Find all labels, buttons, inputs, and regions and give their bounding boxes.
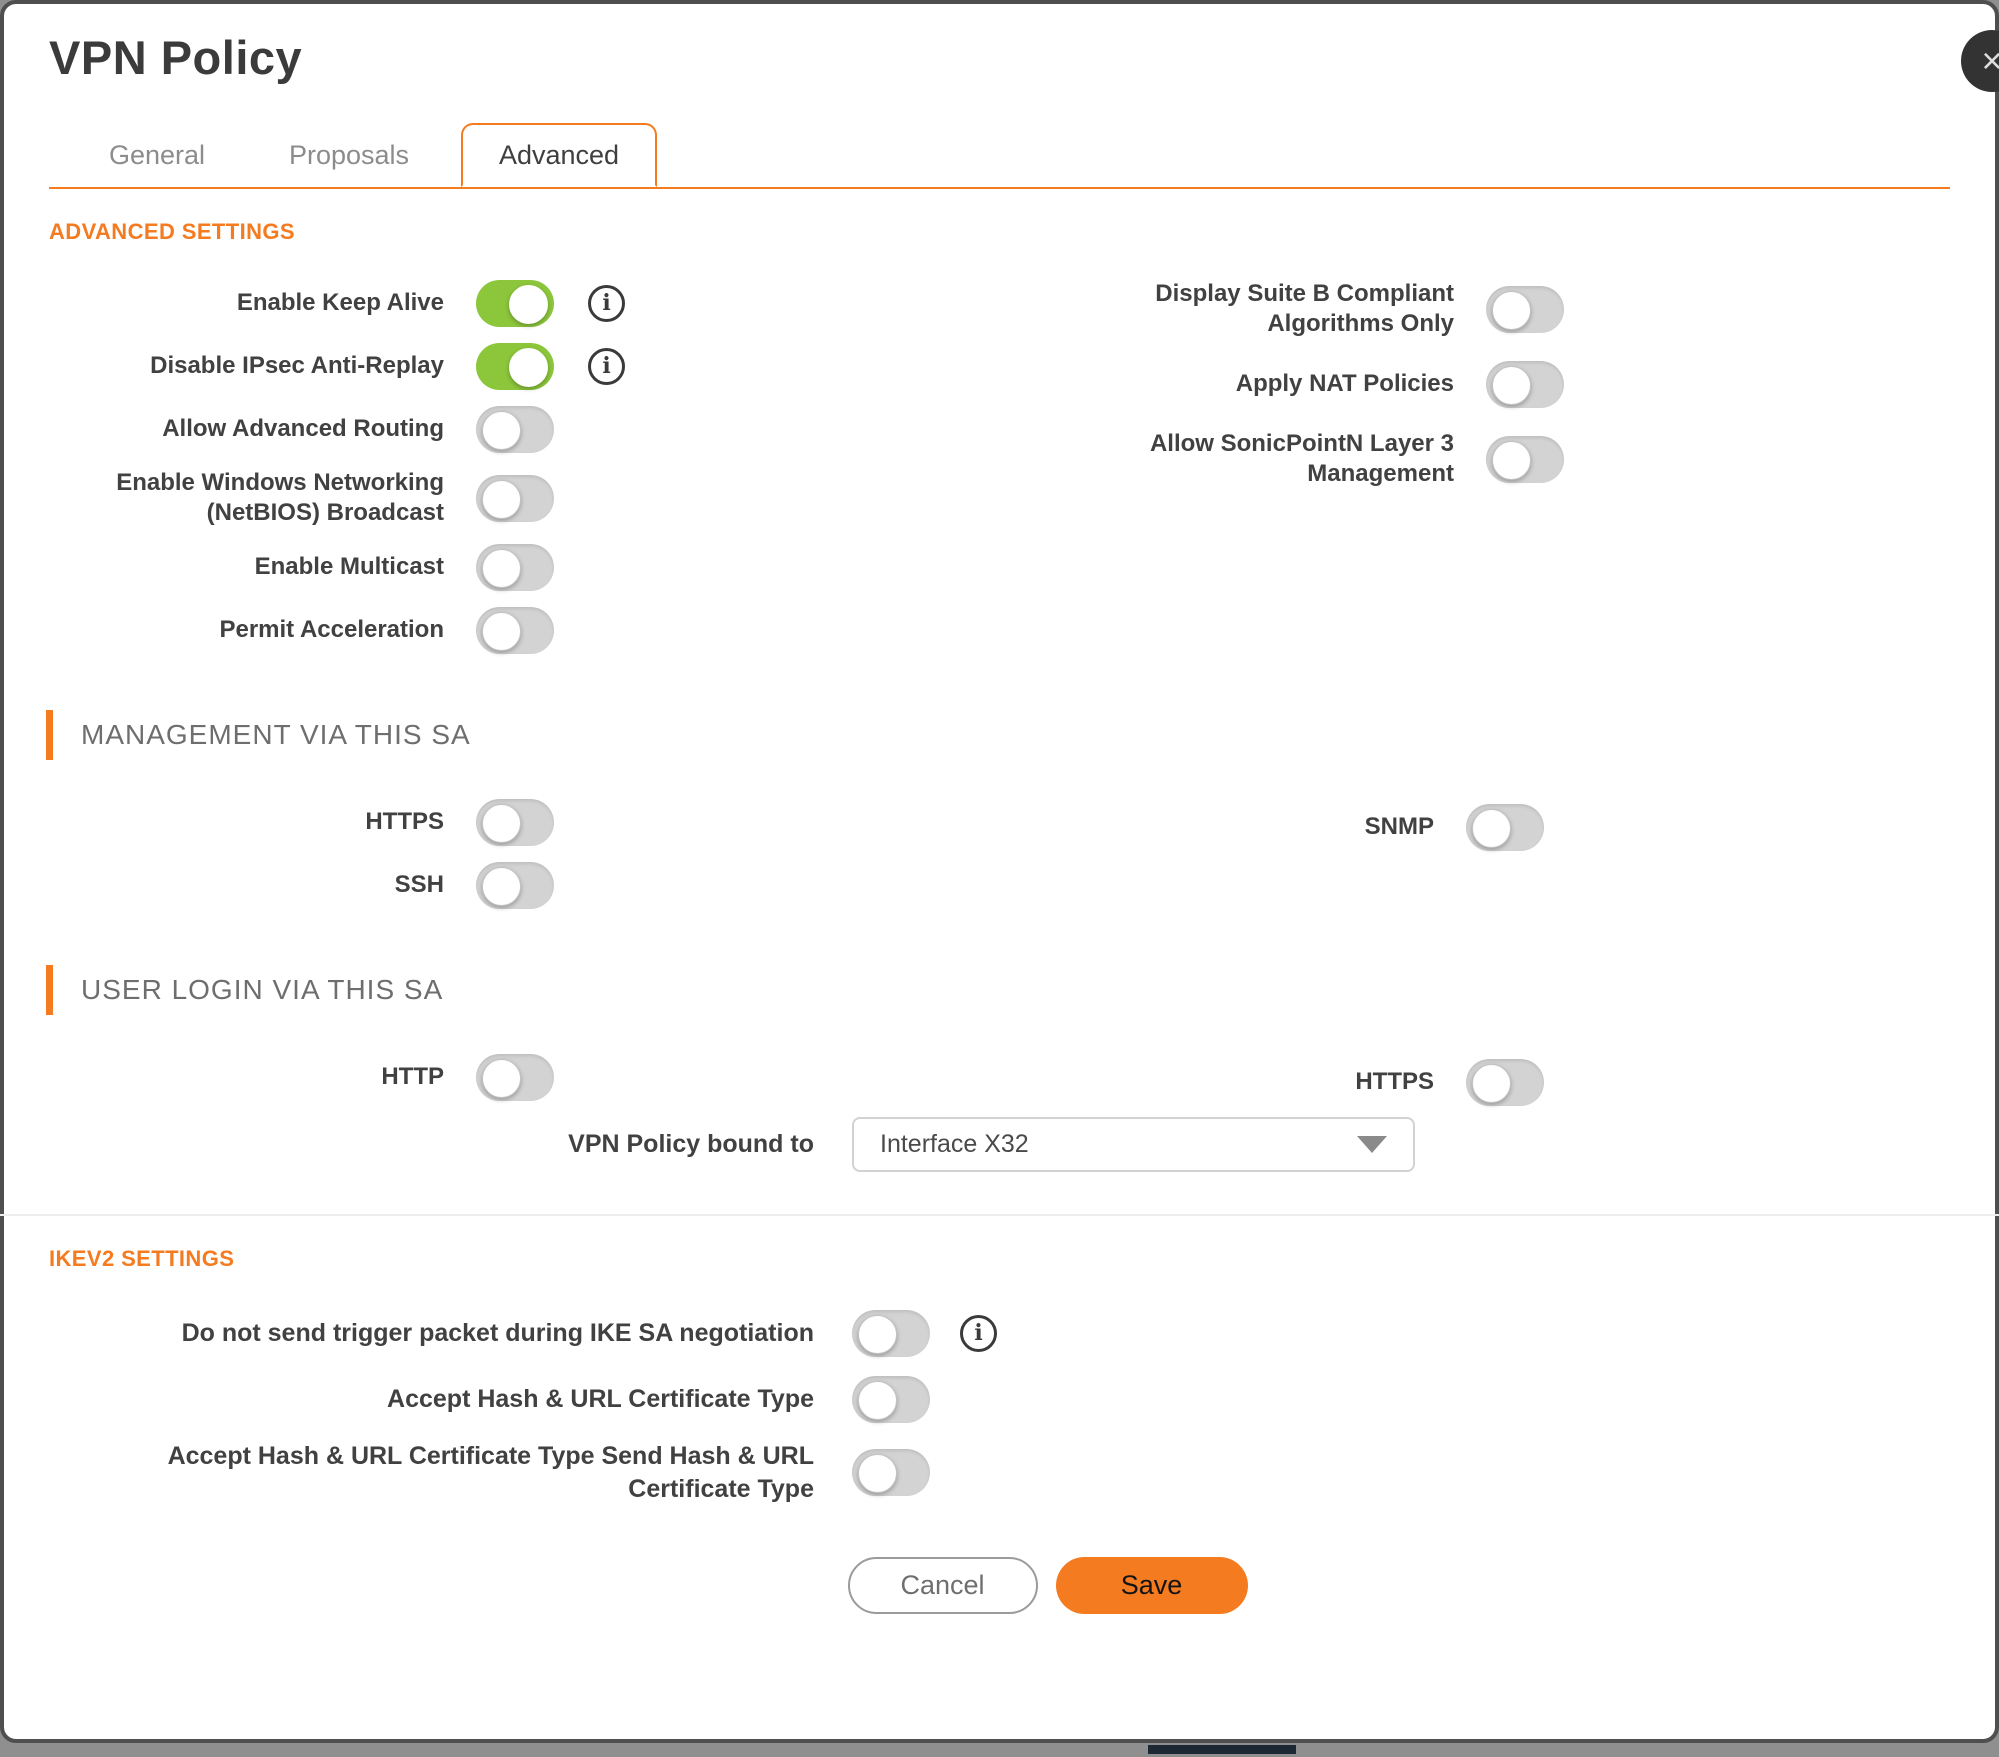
page-title: VPN Policy bbox=[49, 31, 303, 84]
toggle-accept-hash-url-cert-type[interactable] bbox=[852, 1375, 930, 1423]
dialog-footer: Cancel Save bbox=[97, 1557, 1998, 1614]
toggle-allow-sonicpointn-l3-mgmt[interactable] bbox=[1486, 435, 1564, 483]
toggle-enable-multicast[interactable] bbox=[476, 543, 554, 591]
toggle-management-snmp[interactable] bbox=[1466, 803, 1544, 851]
setting-label: Allow Advanced Routing bbox=[162, 415, 444, 442]
dialog-content: VPN Policy General Proposals Advanced AD… bbox=[0, 30, 1999, 1614]
tab-proposals[interactable]: Proposals bbox=[288, 139, 410, 170]
toggle-disable-ipsec-anti-replay[interactable] bbox=[476, 342, 554, 390]
info-icon[interactable]: i bbox=[588, 284, 625, 322]
setting-label: Permit Acceleration bbox=[219, 616, 444, 643]
toggle-enable-keep-alive[interactable] bbox=[476, 279, 554, 327]
user-login-left-column: HTTP bbox=[49, 1053, 1950, 1101]
toggle-user-login-https[interactable] bbox=[1466, 1058, 1544, 1106]
ikev2-settings-heading: IKEV2 SETTINGS bbox=[49, 1246, 235, 1271]
section-divider bbox=[0, 1214, 1999, 1216]
vpn-policy-bound-to-label: VPN Policy bound to bbox=[568, 1130, 814, 1158]
toggle-allow-advanced-routing[interactable] bbox=[476, 405, 554, 453]
management-left-column: HTTPS SSH bbox=[49, 798, 1950, 909]
section-title: USER LOGIN VIA THIS SA bbox=[81, 974, 444, 1005]
setting-row: Apply NAT Policies bbox=[1049, 355, 1609, 413]
background-page-strip bbox=[0, 1741, 1999, 1757]
setting-label: HTTP bbox=[381, 1063, 444, 1090]
info-icon[interactable]: i bbox=[588, 347, 625, 385]
management-right-column: SNMP bbox=[1049, 798, 1609, 872]
toggle-display-suite-b-only[interactable] bbox=[1486, 285, 1564, 333]
user-login-right-column: HTTPS bbox=[1049, 1053, 1609, 1127]
user-login-via-sa-section: HTTP HTTPS bbox=[49, 1053, 1950, 1106]
background-page-element bbox=[1148, 1745, 1296, 1754]
info-icon[interactable]: i bbox=[960, 1314, 997, 1352]
section-accent-bar bbox=[46, 710, 53, 760]
setting-label: HTTPS bbox=[1355, 1068, 1434, 1095]
setting-row: Permit Acceleration bbox=[49, 606, 1950, 654]
setting-row: Enable Multicast bbox=[49, 543, 1950, 591]
setting-row: HTTPS bbox=[49, 798, 1950, 846]
setting-row: Do not send trigger packet during IKE SA… bbox=[49, 1308, 1950, 1358]
advanced-settings-left-column: Enable Keep Alive i Disable IPsec Anti-R… bbox=[49, 279, 1950, 654]
tab-bar: General Proposals Advanced bbox=[49, 123, 1950, 189]
setting-row: Disable IPsec Anti-Replay i bbox=[49, 342, 1950, 390]
setting-row: Accept Hash & URL Certificate Type Send … bbox=[49, 1440, 1950, 1505]
setting-label: SNMP bbox=[1364, 813, 1434, 840]
toggle-management-https[interactable] bbox=[476, 798, 554, 846]
toggle-apply-nat-policies[interactable] bbox=[1486, 360, 1564, 408]
toggle-permit-acceleration[interactable] bbox=[476, 606, 554, 654]
advanced-settings-right-column: Display Suite B Compliant Algorithms Onl… bbox=[1049, 279, 1609, 505]
ikev2-settings-section: Do not send trigger packet during IKE SA… bbox=[49, 1308, 1950, 1505]
tab-general[interactable]: General bbox=[108, 139, 206, 170]
setting-row: Allow SonicPointN Layer 3 Management bbox=[1049, 429, 1609, 489]
setting-label: Display Suite B Compliant Algorithms Onl… bbox=[1155, 280, 1454, 337]
vpn-policy-bound-to-select[interactable]: Interface X32 bbox=[852, 1117, 1415, 1172]
management-via-sa-section: HTTPS SSH SNMP bbox=[49, 798, 1950, 909]
advanced-settings-section: Enable Keep Alive i Disable IPsec Anti-R… bbox=[49, 279, 1950, 654]
setting-label: Enable Windows Networking (NetBIOS) Broa… bbox=[116, 469, 444, 526]
setting-label: Do not send trigger packet during IKE SA… bbox=[181, 1318, 814, 1347]
setting-row: SSH bbox=[49, 861, 1950, 909]
cancel-button[interactable]: Cancel bbox=[847, 1557, 1038, 1614]
setting-label: Disable IPsec Anti-Replay bbox=[150, 352, 444, 379]
setting-row: Allow Advanced Routing bbox=[49, 405, 1950, 453]
setting-row: Enable Windows Networking (NetBIOS) Broa… bbox=[49, 468, 1950, 528]
selected-interface-value: Interface X32 bbox=[880, 1130, 1029, 1158]
tab-advanced[interactable]: Advanced bbox=[461, 123, 657, 187]
setting-label: SSH bbox=[394, 871, 444, 898]
save-button[interactable]: Save bbox=[1055, 1557, 1248, 1614]
setting-label: Apply NAT Policies bbox=[1235, 370, 1454, 397]
setting-label: Enable Multicast bbox=[254, 553, 444, 580]
section-accent-bar bbox=[46, 965, 53, 1015]
chevron-down-icon bbox=[1357, 1136, 1387, 1153]
setting-row: HTTPS bbox=[1049, 1053, 1609, 1111]
vpn-policy-bound-to-row: VPN Policy bound to Interface X32 bbox=[49, 1117, 1950, 1172]
toggle-accept-send-hash-url-cert-type[interactable] bbox=[852, 1449, 930, 1496]
setting-label: Accept Hash & URL Certificate Type bbox=[387, 1384, 814, 1413]
user-login-via-sa-heading: USER LOGIN VIA THIS SA bbox=[46, 965, 1950, 1015]
setting-label: Accept Hash & URL Certificate Type Send … bbox=[167, 1442, 814, 1503]
toggle-user-login-http[interactable] bbox=[476, 1053, 554, 1101]
management-via-sa-heading: MANAGEMENT VIA THIS SA bbox=[46, 710, 1950, 760]
setting-label: Allow SonicPointN Layer 3 Management bbox=[1149, 430, 1454, 487]
toggle-no-trigger-packet[interactable] bbox=[852, 1309, 930, 1357]
setting-label: HTTPS bbox=[365, 808, 444, 835]
setting-label: Enable Keep Alive bbox=[236, 289, 444, 316]
setting-row: Accept Hash & URL Certificate Type bbox=[49, 1374, 1950, 1424]
setting-row: Enable Keep Alive i bbox=[49, 279, 1950, 327]
section-title: MANAGEMENT VIA THIS SA bbox=[81, 719, 471, 750]
toggle-enable-netbios-broadcast[interactable] bbox=[476, 474, 554, 522]
setting-row: SNMP bbox=[1049, 798, 1609, 856]
advanced-settings-heading: ADVANCED SETTINGS bbox=[49, 219, 295, 244]
setting-row: HTTP bbox=[49, 1053, 1950, 1101]
setting-row: Display Suite B Compliant Algorithms Onl… bbox=[1049, 279, 1609, 339]
toggle-management-ssh[interactable] bbox=[476, 861, 554, 909]
